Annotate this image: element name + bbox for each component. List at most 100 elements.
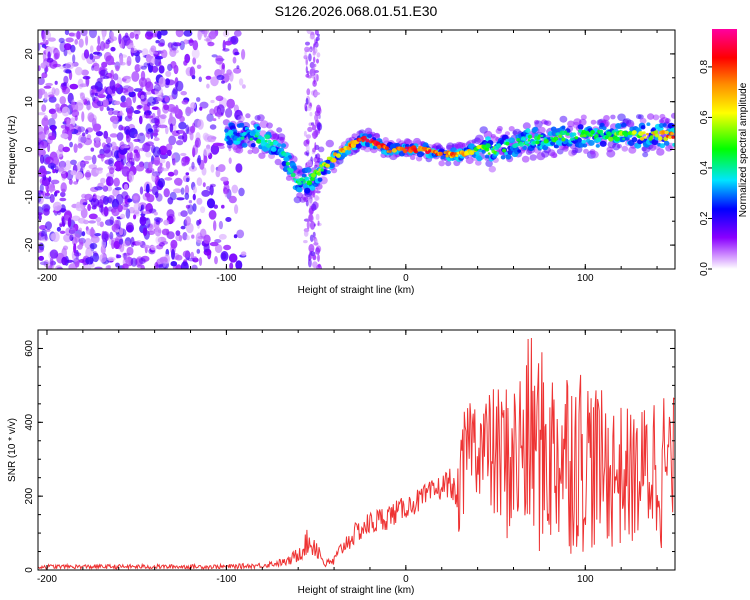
ridge-cell [488,165,496,173]
noise-blob [309,34,316,40]
noise-blob [75,102,84,111]
noise-blob [312,124,317,131]
noise-blob [39,183,44,193]
noise-blob [312,255,317,261]
ridge-cell [250,130,257,136]
snr-marks [38,337,675,570]
colorbar-tick-label: 0.6 [699,110,710,124]
noise-blob [130,257,138,267]
noise-blob [75,204,85,212]
colorbar-ticks: 0.0 0.2 0.4 0.6 0.8 [699,60,712,276]
noise-blob [121,191,129,200]
ridge-cell [277,143,282,148]
ridge-cell [247,149,253,155]
noise-blob [43,259,50,268]
noise-blob [42,31,46,43]
noise-blob [146,30,154,37]
ridge-cell [367,133,373,139]
ridge-cell [645,132,649,136]
noise-blob [154,51,159,55]
noise-blob [99,104,104,112]
noise-blob [48,132,56,140]
noise-blob [55,103,60,109]
ridge-cell [325,163,330,168]
noise-blob [118,33,122,45]
ridge-cell [640,125,646,130]
ridge-cell [376,144,382,149]
noise-blob [150,245,157,251]
noise-blob [79,239,84,245]
noise-blob [89,53,94,60]
noise-blob [184,156,190,165]
noise-blob [187,204,194,215]
noise-blob [212,118,217,122]
noise-blob [190,102,197,110]
noise-blob [145,183,150,194]
ridge-cell [518,142,525,147]
noise-blob [102,195,109,205]
noise-blob [164,78,171,86]
ridge-cell [538,126,546,134]
noise-blob [45,221,52,230]
noise-blob [305,134,312,139]
noise-blob [210,76,219,87]
noise-blob [162,261,167,268]
noise-blob [38,76,45,86]
noise-blob [159,158,166,164]
noise-blob [157,178,165,188]
noise-blob [147,128,153,133]
noise-blob [62,82,67,86]
noise-blob [60,182,67,193]
ridge-cell [241,142,248,148]
noise-blob [175,264,182,269]
noise-blob [313,131,317,140]
ridge-cell [264,134,271,140]
noise-blob [309,221,316,230]
noise-blob [167,197,174,205]
noise-blob [128,152,134,159]
noise-blob [38,131,46,141]
noise-blob [173,64,179,75]
noise-blob [59,41,67,53]
noise-blob [87,203,91,212]
ridge-cell [301,173,306,178]
noise-blob [218,233,227,240]
noise-blob [160,168,169,172]
noise-blob [134,133,140,139]
noise-blob [43,85,52,89]
noise-blob [38,255,44,261]
y-tick-label: 0 [24,146,35,152]
ridge-cell [285,161,290,166]
ridge-cell [310,176,315,182]
noise-blob [142,227,148,236]
ridge-cell [598,129,604,134]
ridge-cell [558,134,563,138]
ridge-cell [304,176,310,181]
noise-blob [157,94,164,102]
noise-blob [317,33,320,38]
ridge-cell [545,120,552,126]
ridge-cell [500,155,506,160]
ridge-cell [642,131,646,135]
ridge-cell [249,137,253,141]
noise-blob [196,177,203,187]
noise-blob [151,112,156,121]
noise-blob [82,202,88,206]
noise-blob [192,186,197,194]
ridge-cell [650,135,654,139]
ridge-cell [526,143,530,147]
noise-blob [159,256,168,264]
ridge-cell [311,172,317,178]
ridge-cell [281,160,288,167]
noise-blob [124,32,129,39]
noise-blob [210,164,215,173]
ridge-cell [651,139,659,146]
noise-blob [218,145,225,149]
noise-blob [103,75,110,80]
x-tick-label: -200 [37,574,57,585]
noise-blob [176,197,185,201]
noise-blob [144,31,154,40]
noise-blob [304,46,310,53]
noise-blob [145,115,154,119]
